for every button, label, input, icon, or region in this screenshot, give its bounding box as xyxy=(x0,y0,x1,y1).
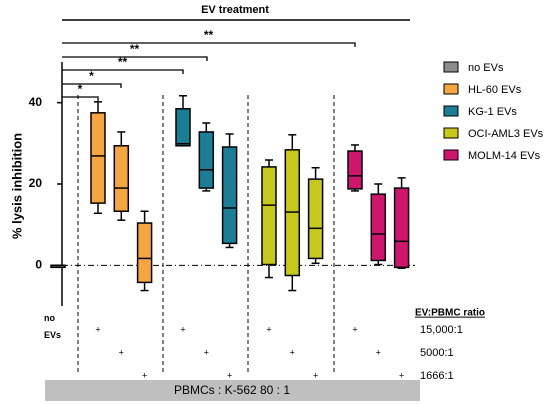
significance-label: ** xyxy=(118,55,128,69)
ratio-label: 5000:1 xyxy=(420,347,454,359)
y-tick-label: 0 xyxy=(35,258,42,272)
ratio-marker: + xyxy=(399,370,404,380)
significance-label: * xyxy=(89,69,94,83)
legend-swatch xyxy=(443,61,459,73)
box xyxy=(261,166,277,266)
significance-label: * xyxy=(78,82,83,96)
ratio-marker: + xyxy=(95,324,100,334)
legend-swatch xyxy=(443,149,459,161)
footer-bar xyxy=(45,380,420,401)
ratio-marker: + xyxy=(119,347,124,357)
legend-swatch xyxy=(443,83,459,95)
box xyxy=(175,108,191,147)
box xyxy=(307,178,324,260)
chart-title: EV treatment xyxy=(201,4,269,16)
ratio-marker: + xyxy=(376,347,381,357)
significance-bracket xyxy=(62,69,184,74)
control-label: no EVs xyxy=(44,313,62,340)
ratio-heading: EV:PBMC ratio xyxy=(415,308,485,319)
footer: PBMCs : K-562 80 : 1 xyxy=(174,383,290,397)
ratio-marker: + xyxy=(290,347,295,357)
significance-bracket xyxy=(62,83,122,88)
significance-label: ** xyxy=(204,28,214,42)
y-tick-label: 20 xyxy=(29,176,43,190)
ratio-marker: + xyxy=(180,324,185,334)
significance-bracket xyxy=(62,56,208,61)
ratio-marker: + xyxy=(142,370,147,380)
ratio-marker: + xyxy=(313,370,318,380)
box xyxy=(221,146,238,245)
legend-label: KG-1 EVs xyxy=(468,106,517,118)
box xyxy=(393,187,410,269)
legend-swatch xyxy=(443,105,459,117)
legend-label: MOLM-14 EVs xyxy=(468,150,541,162)
ratio-label: 1666:1 xyxy=(420,370,454,382)
box xyxy=(113,145,130,212)
significance-bracket xyxy=(62,42,356,47)
box xyxy=(90,112,106,204)
legend-label: HL-60 EVs xyxy=(468,84,522,96)
legend-label: no EVs xyxy=(468,62,504,74)
ratio-marker: + xyxy=(352,324,357,334)
significance-bracket xyxy=(62,96,99,101)
legend-swatch xyxy=(443,127,459,139)
ratio-marker: + xyxy=(227,370,232,380)
ratio-marker: + xyxy=(204,347,209,357)
box xyxy=(136,222,153,284)
box xyxy=(370,193,387,262)
legend-label: OCI-AML3 EVs xyxy=(468,128,544,140)
box xyxy=(198,131,215,189)
significance-label: ** xyxy=(130,42,140,56)
y-axis-label: % lysis inhibition xyxy=(9,133,24,239)
ratio-label: 15,000:1 xyxy=(420,324,463,336)
box xyxy=(347,150,363,190)
y-tick-label: 40 xyxy=(29,95,43,109)
ratio-marker: + xyxy=(266,324,271,334)
